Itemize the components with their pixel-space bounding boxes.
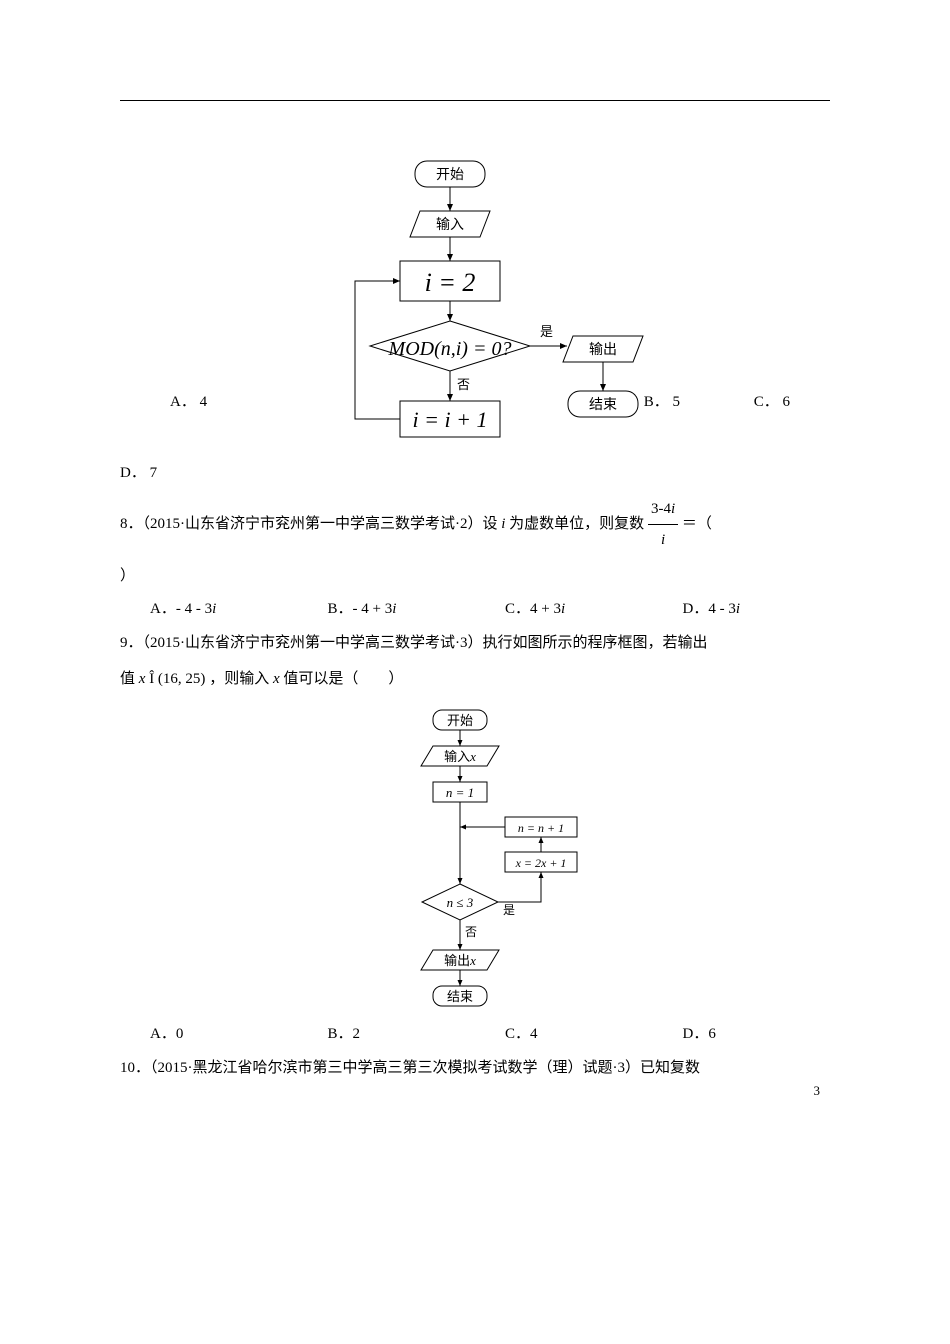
fc1-yes-label: 是 — [540, 324, 553, 339]
q8-option-d: D．4 - 3i — [653, 597, 831, 618]
q9-line2: 值 x Î (16, 25) ，则输入 x 值可以是（ ） — [120, 664, 830, 694]
fc1-input-label: 输入 — [436, 217, 464, 233]
fc2-out-b: x — [469, 953, 476, 968]
q7-d-val: 7 — [150, 465, 158, 481]
q7-c-prefix: C． — [754, 394, 779, 410]
q10-line1: 10．（2015·黑龙江省哈尔滨市第三中学高三第三次模拟考试数学（理）试题·3）… — [120, 1053, 830, 1083]
q7-option-a: A． 4 — [170, 390, 207, 411]
q8-options: A．- 4 - 3i B．- 4 + 3i C．4 + 3i D．4 - 3i — [120, 597, 830, 618]
q9-options: A．0 B．2 C．4 D．6 — [120, 1022, 830, 1043]
fc2-n1-label: n = 1 — [446, 785, 474, 800]
q8-line1: 8．（2015·山东省济宁市兖州第一中学高三数学考试·2）设 i 为虚数单位，则… — [120, 494, 830, 555]
fc2-nn-label: n = n + 1 — [518, 821, 564, 835]
q8-option-c: C．4 + 3i — [475, 597, 653, 618]
fc2-no-label: 否 — [465, 925, 477, 939]
page-number: 3 — [814, 1083, 821, 1099]
q9-option-d: D．6 — [653, 1022, 831, 1043]
svg-text:输入x: 输入x — [444, 749, 476, 764]
q7-block: A． 4 开始 输入 i = 2 MOD(n,i) = 0? — [120, 141, 830, 451]
fc1-start-label: 开始 — [436, 167, 464, 183]
top-rule — [120, 100, 830, 101]
fc2-input-b: x — [469, 749, 476, 764]
q7-option-b: B． 5 — [644, 390, 680, 411]
fc2-end-label: 结束 — [447, 989, 473, 1004]
q8-option-a: A．- 4 - 3i — [120, 597, 298, 618]
q8-option-b: B．- 4 + 3i — [298, 597, 476, 618]
svg-text:输出x: 输出x — [444, 953, 476, 968]
q8-text-b: 为虚数单位，则复数 — [509, 516, 644, 532]
q9-line1: 9．（2015·山东省济宁市兖州第一中学高三数学考试·3）执行如图所示的程序框图… — [120, 628, 830, 658]
fc1-output-label: 输出 — [589, 342, 617, 358]
q7-option-c: C． 6 — [754, 390, 790, 411]
fc2-input-a: 输入 — [444, 749, 470, 764]
fc1-end-label: 结束 — [589, 397, 617, 413]
q8-line2: ） — [120, 561, 830, 591]
q8-text-c: ＝（ — [682, 516, 712, 532]
fc1-init-label: i = 2 — [425, 268, 476, 297]
fc1-inc-label: i = i + 1 — [413, 407, 488, 432]
fc2-out-a: 输出 — [444, 953, 470, 968]
q9-option-b: B．2 — [298, 1022, 476, 1043]
fc2-x2-label: x = 2x + 1 — [515, 856, 567, 870]
q7-d-prefix: D． — [120, 465, 146, 481]
flowchart-1: 开始 输入 i = 2 MOD(n,i) = 0? 是 输出 结束 否 — [285, 141, 665, 451]
q7-b-val: 5 — [673, 394, 681, 410]
q8-text-a: 8．（2015·山东省济宁市兖州第一中学高三数学考试·2）设 — [120, 516, 498, 532]
q7-c-val: 6 — [783, 394, 791, 410]
flowchart-2: 开始 输入x n = 1 n ≤ 3 是 x = 2x + 1 n = n + … — [355, 702, 595, 1014]
q7-b-prefix: B． — [644, 394, 669, 410]
q8-fraction: 3-4i i — [648, 494, 678, 555]
q9-option-a: A．0 — [120, 1022, 298, 1043]
fc2-start-label: 开始 — [447, 713, 473, 728]
q7-option-d: D． 7 — [120, 461, 830, 482]
flowchart-2-wrap: 开始 输入x n = 1 n ≤ 3 是 x = 2x + 1 n = n + … — [120, 702, 830, 1014]
fc2-yes-label: 是 — [503, 903, 515, 917]
q7-a-val: 4 — [200, 394, 208, 410]
fc1-cond-label: MOD(n,i) = 0? — [388, 338, 512, 360]
q9-option-c: C．4 — [475, 1022, 653, 1043]
fc2-cond-label: n ≤ 3 — [447, 895, 474, 910]
fc1-no-label: 否 — [457, 377, 470, 392]
q7-a-prefix: A． — [170, 394, 196, 410]
